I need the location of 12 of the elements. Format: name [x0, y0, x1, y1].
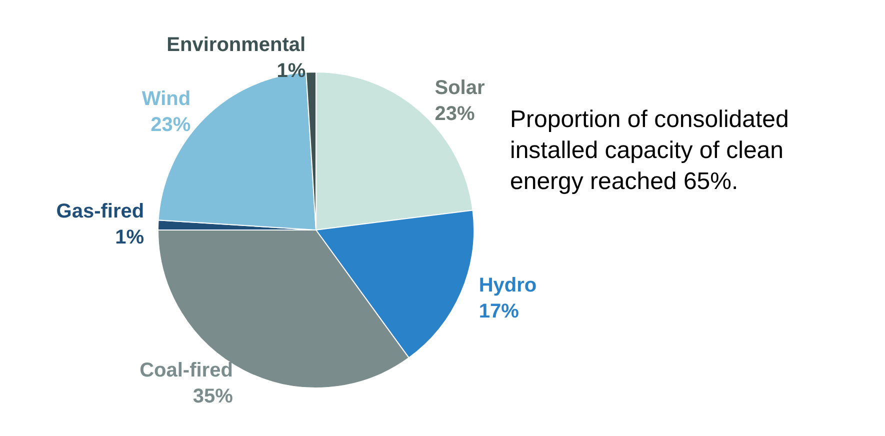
data-label: 17%: [478, 300, 520, 322]
slice-label: Coal-fired: [140, 359, 233, 382]
data-label: 23%: [434, 102, 475, 125]
data-label: 23%: [150, 114, 191, 136]
slice-label: Gas-fired: [56, 200, 144, 223]
data-label: 35%: [192, 385, 234, 408]
data-label: 1%: [115, 226, 144, 249]
slice-label: Solar: [434, 76, 485, 99]
slice-label: Hydro: [478, 274, 537, 296]
slice-label: Environmental: [166, 34, 306, 56]
slice-label: Wind: [142, 88, 191, 110]
text: Proportion of consolidated installed capacity of clean energy reached 65%.: [510, 105, 790, 198]
